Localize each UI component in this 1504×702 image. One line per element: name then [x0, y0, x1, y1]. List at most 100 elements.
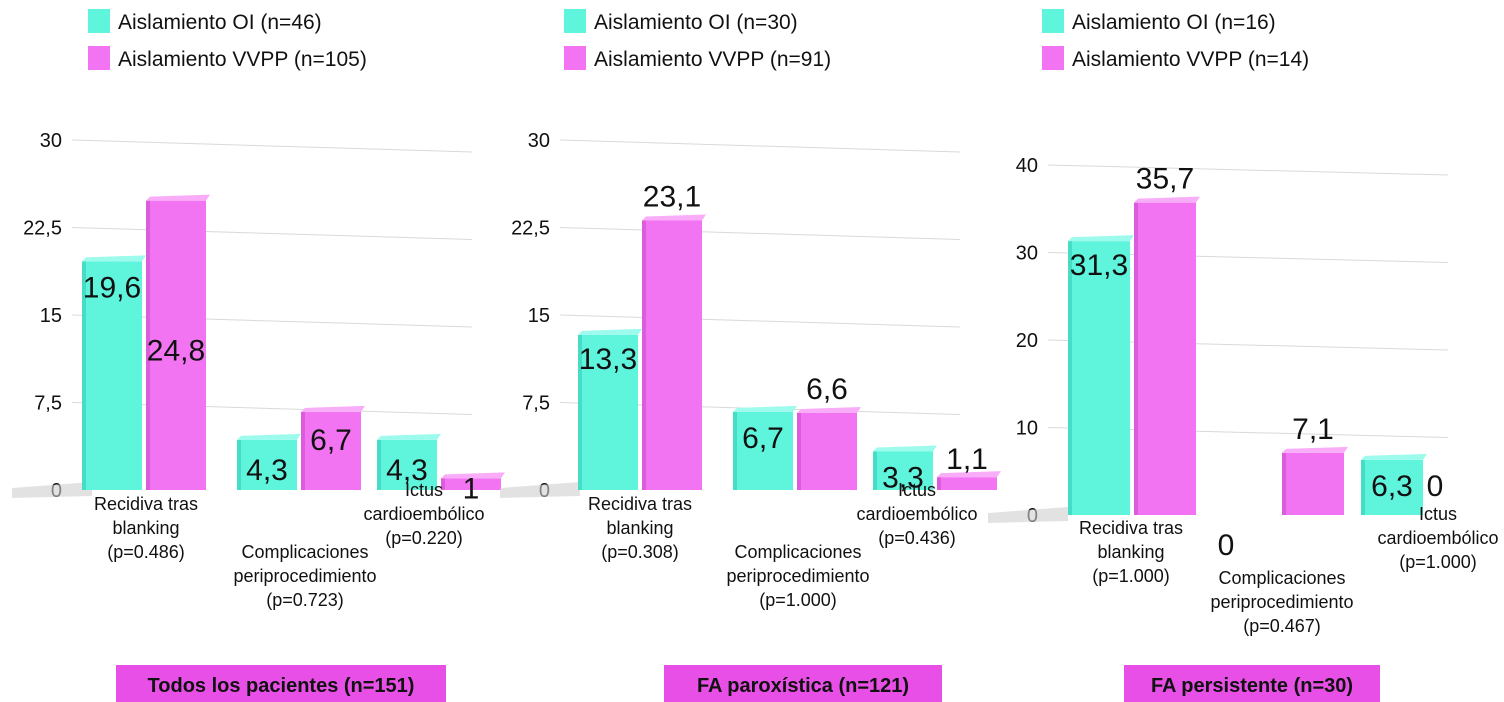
data-label: 23,1 — [643, 181, 701, 214]
bar-edge — [937, 477, 941, 490]
legend-swatch — [564, 46, 586, 70]
legend-swatch — [564, 9, 586, 33]
gridline — [559, 314, 961, 328]
gridline — [559, 139, 961, 153]
bar-edge — [733, 411, 737, 490]
bar-top — [237, 433, 301, 440]
chart-panel-3: Aislamiento OI (n=16) Aislamiento VVPP (n… — [988, 9, 1499, 702]
bar-edge — [146, 200, 150, 490]
legend-label: Aislamiento OI (n=16) — [1072, 11, 1276, 34]
y-tick-label: 7,5 — [522, 393, 550, 415]
legend-swatch — [1042, 9, 1064, 33]
bar — [733, 411, 793, 490]
bar-edge — [377, 439, 381, 490]
category-label: blanking — [606, 518, 673, 538]
bar-edge — [642, 220, 646, 490]
bar-top — [937, 471, 1001, 478]
data-label: 0 — [1218, 529, 1235, 562]
data-label: 0 — [1427, 470, 1444, 503]
category-label: Recidiva tras — [94, 494, 198, 514]
legend-swatch — [1042, 46, 1064, 70]
bar-edge — [873, 451, 877, 490]
category-label: Complicaciones — [1218, 568, 1345, 588]
bar-edge — [1361, 459, 1365, 515]
floor-shadow — [12, 482, 92, 498]
bar — [578, 334, 638, 490]
bar-top — [1134, 196, 1200, 203]
floor-shadow — [500, 482, 580, 498]
bar-top — [1282, 446, 1348, 453]
category-label: cardioembólico — [1377, 528, 1498, 548]
bar-top — [146, 194, 210, 201]
chart-panel-2: Aislamiento OI (n=30) Aislamiento VVPP (n… — [500, 9, 1001, 702]
bar — [1361, 459, 1423, 515]
chart-title-box — [116, 665, 446, 702]
bar-edge — [237, 439, 241, 490]
legend-label: Aislamiento VVPP (n=14) — [1072, 48, 1309, 71]
y-tick-label: 15 — [528, 305, 550, 327]
data-label: 6,3 — [1371, 470, 1413, 503]
bar — [1068, 241, 1130, 515]
chart-title: FA paroxística (n=121) — [697, 675, 909, 697]
y-tick-label: 40 — [1016, 155, 1038, 177]
chart-title: Todos los pacientes (n=151) — [148, 675, 415, 697]
category-label: Ictus — [405, 480, 443, 500]
data-label: 1,1 — [946, 443, 988, 476]
bar-top — [441, 472, 505, 479]
y-tick-label: 7,5 — [34, 393, 62, 415]
gridline — [1047, 164, 1449, 176]
category-label: blanking — [112, 518, 179, 538]
data-label: 4,3 — [386, 454, 428, 487]
data-label: 6,7 — [310, 424, 352, 457]
category-label: Complicaciones — [241, 542, 368, 562]
bar — [146, 200, 206, 490]
y-tick-label: 20 — [1016, 330, 1038, 352]
category-label: periprocedimiento — [1210, 592, 1353, 612]
category-label: (p=0.220) — [385, 528, 463, 548]
data-label: 35,7 — [1136, 163, 1194, 196]
bar-top — [377, 433, 441, 440]
chart-title-box — [1124, 665, 1380, 702]
bar-top — [82, 255, 146, 262]
category-label: Recidiva tras — [588, 494, 692, 514]
y-tick-label: 30 — [40, 130, 62, 152]
bar — [642, 220, 702, 490]
y-tick-label: 30 — [528, 130, 550, 152]
bar-edge — [1282, 452, 1286, 515]
data-label: 13,3 — [579, 343, 637, 376]
bar — [377, 439, 437, 490]
bar — [82, 261, 142, 490]
category-label: (p=1.000) — [759, 590, 837, 610]
gridline — [559, 227, 961, 240]
bar-top — [873, 445, 937, 452]
data-label: 6,6 — [806, 373, 848, 406]
bar-top — [1068, 235, 1134, 242]
bar-top — [1361, 453, 1427, 460]
category-label: (p=1.000) — [1399, 552, 1477, 572]
bar — [1282, 452, 1344, 515]
category-label: Complicaciones — [734, 542, 861, 562]
chart-title: FA persistente (n=30) — [1151, 675, 1353, 697]
chart-panel-1: Aislamiento OI (n=46) Aislamiento VVPP (n… — [12, 9, 505, 702]
bar — [441, 478, 501, 490]
bar — [237, 439, 297, 490]
category-label: Recidiva tras — [1079, 518, 1183, 538]
data-label: 19,6 — [83, 271, 141, 304]
data-label: 3,3 — [882, 462, 924, 495]
category-label: Ictus — [1419, 504, 1457, 524]
bar — [873, 451, 933, 490]
category-label: (p=0.436) — [878, 528, 956, 548]
gridline — [71, 227, 473, 240]
gridline — [71, 139, 473, 153]
bar-top — [301, 405, 365, 412]
legend-label: Aislamiento OI (n=30) — [594, 11, 798, 34]
legend-label: Aislamiento VVPP (n=91) — [594, 48, 831, 71]
y-tick-label: 15 — [40, 305, 62, 327]
category-label: (p=1.000) — [1092, 566, 1170, 586]
y-tick-label: 30 — [1016, 243, 1038, 265]
bar-top — [578, 328, 642, 335]
category-label: (p=0.723) — [266, 590, 344, 610]
data-label: 24,8 — [147, 335, 205, 368]
y-tick-label: 22,5 — [23, 218, 62, 240]
y-tick-label: 22,5 — [511, 218, 550, 240]
